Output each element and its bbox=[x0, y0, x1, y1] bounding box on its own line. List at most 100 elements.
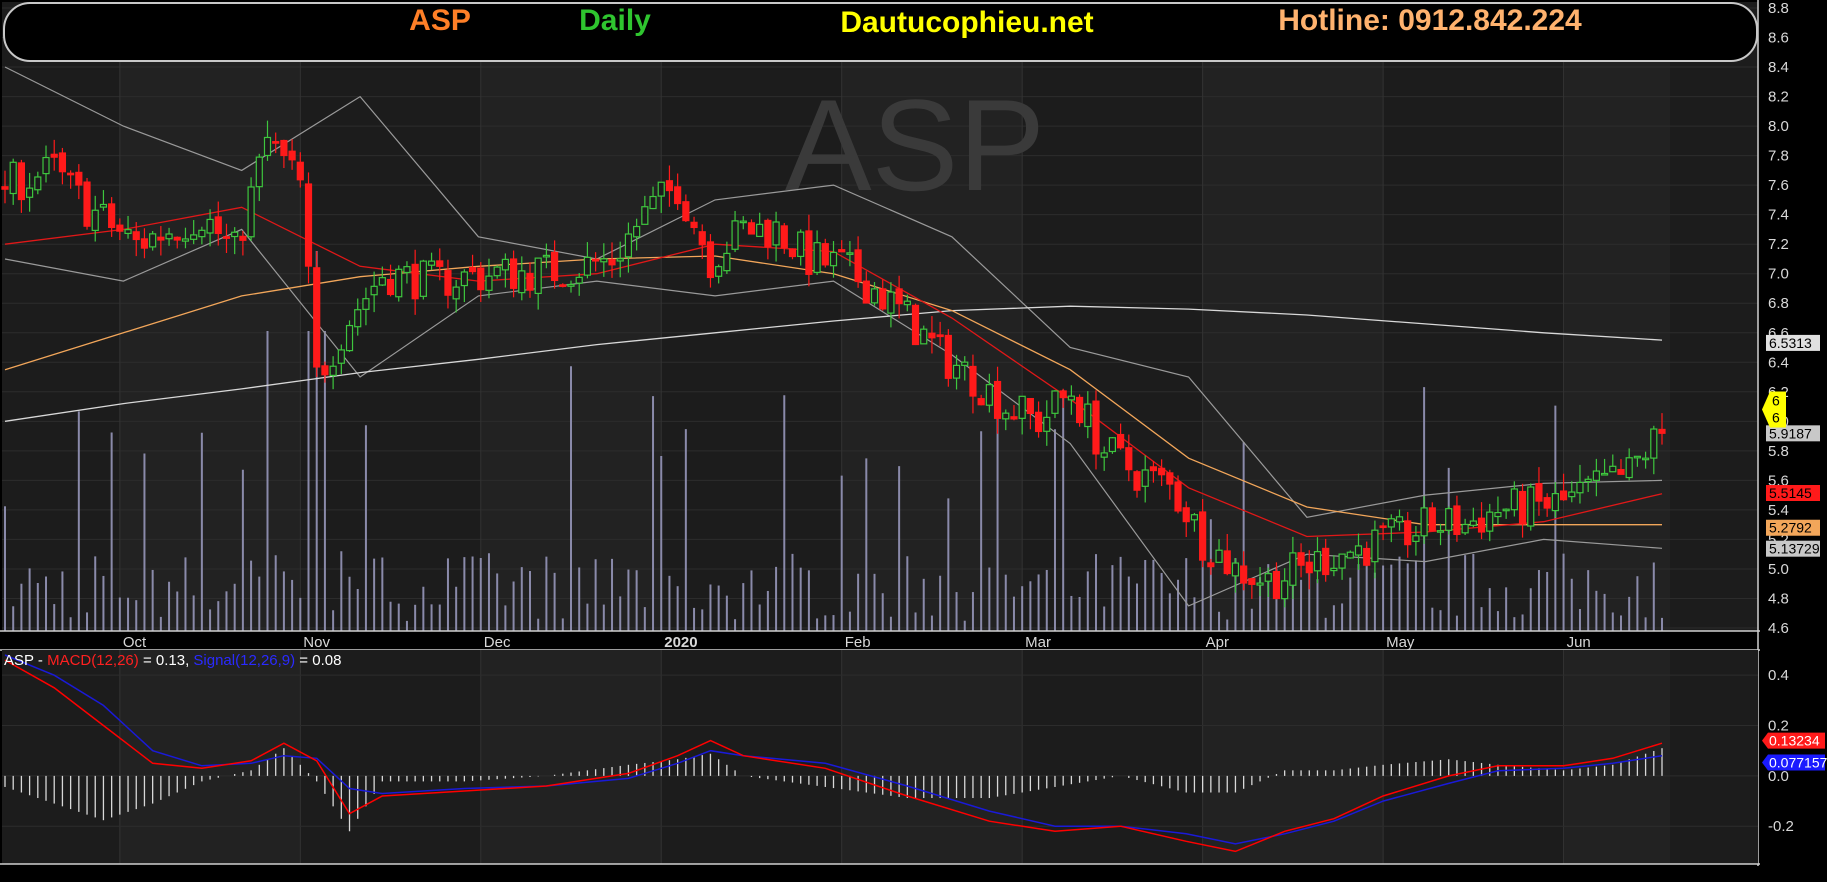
macd-month-band bbox=[119, 650, 301, 864]
candle-body bbox=[903, 300, 911, 306]
candle-body bbox=[846, 252, 854, 255]
candle-body bbox=[1502, 508, 1510, 512]
tag-bollinger-lower-text: 5.13729 bbox=[1769, 541, 1820, 557]
candle-body bbox=[1092, 400, 1100, 455]
candle-body bbox=[862, 280, 870, 304]
candle-body bbox=[1445, 508, 1453, 531]
tag-last-marker-text: 6 bbox=[1772, 410, 1780, 426]
candle-body bbox=[936, 334, 944, 338]
candle-body bbox=[214, 216, 222, 235]
month-band bbox=[1202, 2, 1384, 631]
candle-body bbox=[764, 219, 772, 248]
price-tick-label: 7.8 bbox=[1768, 148, 1789, 165]
candle-body bbox=[911, 304, 920, 346]
header-period: Daily bbox=[579, 4, 651, 37]
price-tick-label: 4.8 bbox=[1768, 590, 1789, 607]
tag-last-marker-text: 6 bbox=[1772, 393, 1780, 409]
candle-body bbox=[1371, 529, 1379, 563]
x-tick-label: Mar bbox=[1025, 634, 1051, 651]
candle-body bbox=[1428, 507, 1436, 532]
candle-body bbox=[1231, 562, 1240, 577]
candle-body bbox=[608, 259, 616, 266]
candle-body bbox=[952, 364, 961, 379]
candle-body bbox=[1527, 486, 1535, 527]
candle-body bbox=[706, 241, 715, 279]
watermark-symbol: ASP bbox=[785, 72, 1045, 218]
candle-body bbox=[173, 236, 181, 241]
price-tick-label: 7.6 bbox=[1768, 177, 1789, 194]
candle-body bbox=[649, 195, 657, 210]
price-tick-label: 4.6 bbox=[1768, 620, 1789, 637]
candle-body bbox=[1330, 567, 1338, 572]
candle-body bbox=[1190, 514, 1199, 521]
candle-body bbox=[272, 141, 280, 144]
candle-body bbox=[961, 361, 969, 366]
price-tick-label: 7.2 bbox=[1768, 236, 1789, 253]
candle-body bbox=[1486, 511, 1494, 532]
candle-body bbox=[190, 234, 198, 240]
candle-body bbox=[419, 260, 427, 297]
candle-body bbox=[1641, 457, 1650, 461]
candle-body bbox=[518, 270, 526, 294]
candle-body bbox=[887, 291, 895, 314]
candle-body bbox=[1084, 403, 1092, 428]
macd-legend-signal-label: Signal(12,26,9) bbox=[193, 652, 295, 669]
macd-tick-label: 0.0 bbox=[1768, 768, 1789, 785]
candle-body bbox=[1379, 525, 1387, 529]
tag-macd: 0.13234 bbox=[1762, 732, 1825, 749]
price-tick-label: 6.8 bbox=[1768, 295, 1789, 312]
price-tick-label: 8.8 bbox=[1768, 0, 1789, 17]
x-tick-label: 2020 bbox=[664, 634, 697, 651]
candle-body bbox=[829, 251, 838, 267]
candle-body bbox=[993, 380, 1002, 419]
candle-body bbox=[813, 242, 821, 273]
tag-ma-mid: 5.2792 bbox=[1766, 519, 1820, 536]
candle-body bbox=[870, 288, 879, 304]
candle-body bbox=[1551, 492, 1559, 512]
tag-signal: 0.077157 bbox=[1762, 754, 1827, 771]
candle-body bbox=[1477, 517, 1486, 533]
candle-body bbox=[1313, 551, 1322, 572]
candle-body bbox=[616, 258, 624, 262]
header-site: Dautucophieu.net bbox=[840, 6, 1093, 39]
candle-body bbox=[1617, 468, 1625, 475]
candle-body bbox=[362, 298, 370, 310]
candle-body bbox=[526, 272, 534, 291]
x-tick-label: Apr bbox=[1206, 634, 1229, 651]
candle-body bbox=[468, 266, 477, 273]
candle-body bbox=[1568, 491, 1576, 498]
candle-body bbox=[1059, 390, 1067, 399]
candle-body bbox=[157, 236, 165, 241]
candle-body bbox=[132, 231, 140, 241]
candle-body bbox=[1256, 582, 1264, 586]
candle-body bbox=[1075, 396, 1084, 424]
candle-body bbox=[91, 209, 99, 232]
tag-signal-text: 0.077157 bbox=[1769, 754, 1827, 770]
candle-body bbox=[436, 260, 444, 267]
candle-body bbox=[1584, 478, 1592, 483]
candle-body bbox=[1354, 545, 1363, 556]
candle-body bbox=[304, 183, 313, 267]
macd-line bbox=[4, 659, 1663, 853]
candle-body bbox=[592, 258, 600, 262]
candle-body bbox=[1600, 472, 1609, 476]
price-panel: ASP 8.88.68.48.28.07.87.67.47.27.06.86.6… bbox=[0, 0, 1820, 866]
tag-ma-mid-box bbox=[1766, 519, 1820, 536]
candle-body bbox=[313, 267, 321, 368]
candle-body bbox=[509, 258, 518, 289]
tag-bollinger-lower: 5.13729 bbox=[1766, 540, 1820, 557]
x-tick-label: Oct bbox=[123, 634, 147, 651]
tag-ma-long-box bbox=[1766, 334, 1820, 351]
macd-legend-prefix: ASP - bbox=[4, 652, 47, 669]
candle-body bbox=[583, 256, 592, 276]
candle-body bbox=[378, 277, 386, 286]
macd-month-band bbox=[841, 650, 1023, 864]
candle-body bbox=[624, 233, 633, 258]
candle-body bbox=[1576, 481, 1584, 494]
x-tick-label: Feb bbox=[845, 634, 871, 651]
candle-body bbox=[1609, 465, 1617, 473]
candle-body bbox=[370, 285, 378, 296]
candle-body bbox=[1658, 428, 1666, 434]
candle-body bbox=[485, 275, 493, 291]
